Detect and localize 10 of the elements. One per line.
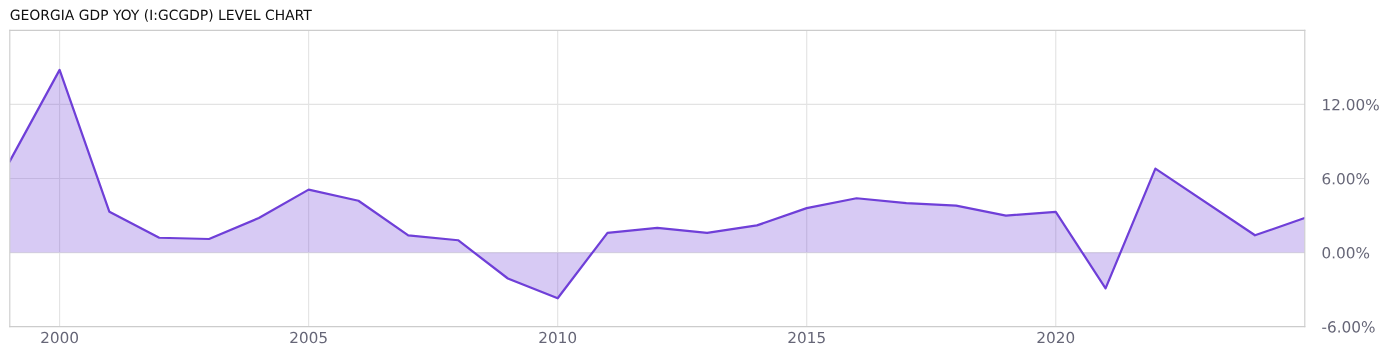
y-tick-label: 12.00% [1323,98,1379,111]
y-tick-label: -6.00% [1322,321,1375,333]
x-tick-label: 2010 [539,331,577,344]
x-tick-label: 2005 [290,331,327,344]
x-tick-label: 2020 [1037,331,1075,344]
x-tick-label: 2000 [41,331,79,344]
chart-title: GEORGIA GDP YOY (I:GCGDP) LEVEL CHART [10,9,312,22]
y-tick-label: 0.00% [1322,247,1370,259]
y-tick-label: 6.00% [1322,172,1370,185]
x-tick-label: 2015 [788,331,825,344]
